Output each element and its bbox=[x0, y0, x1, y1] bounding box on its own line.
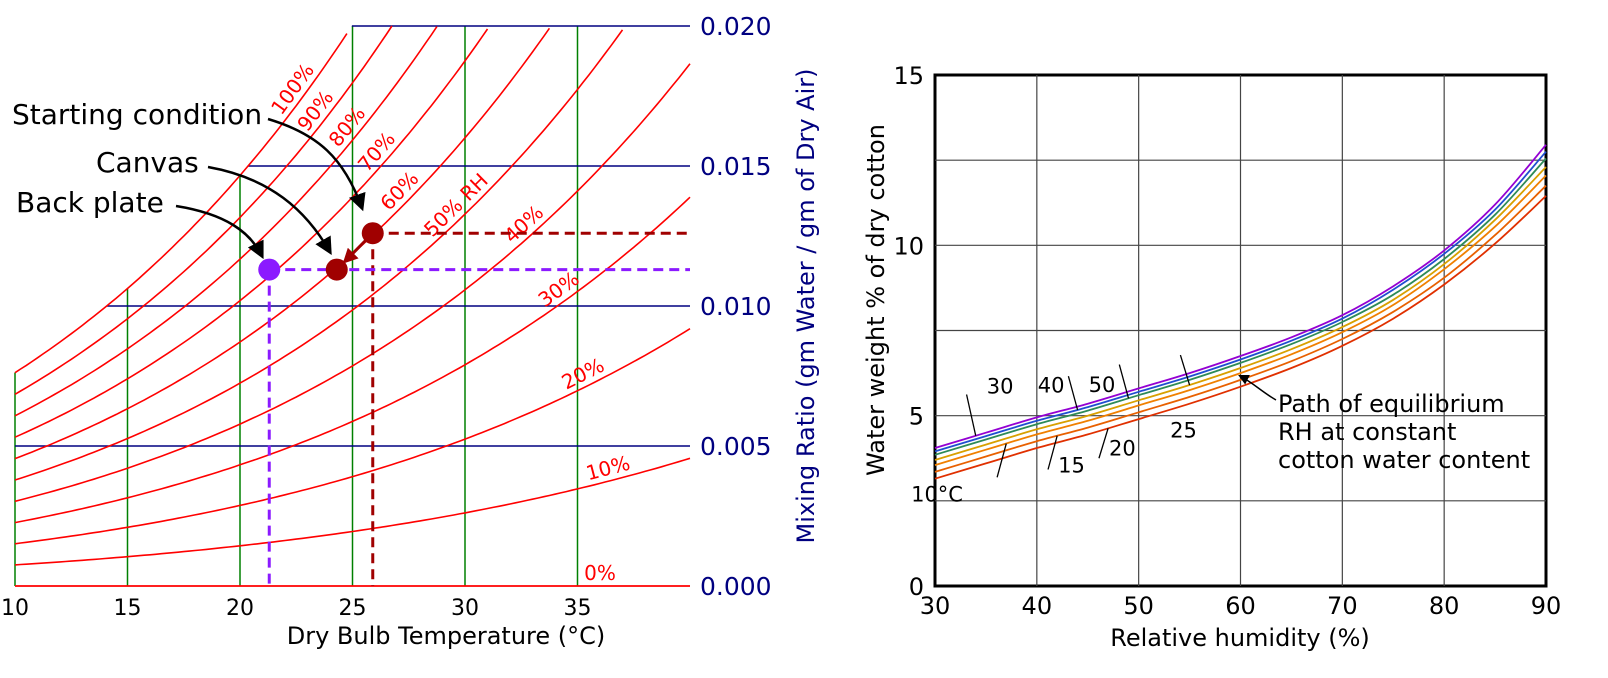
x-tick-label: 60 bbox=[1225, 592, 1256, 620]
x-axis-label: Relative humidity (%) bbox=[1110, 624, 1370, 652]
series-label: 50 bbox=[1089, 373, 1116, 397]
rh-curve-20 bbox=[14, 328, 691, 545]
annotation-arrow bbox=[207, 165, 332, 256]
annotation-label: Canvas bbox=[96, 146, 199, 179]
series-label-leader bbox=[965, 394, 977, 436]
series-line-10C bbox=[934, 144, 1547, 449]
annotation-label: Back plate bbox=[16, 186, 164, 219]
rh-curve-10 bbox=[14, 457, 691, 566]
x-tick-label: 70 bbox=[1327, 592, 1358, 620]
annotation-arrow bbox=[175, 204, 264, 260]
x-tick-label: 30 bbox=[920, 592, 951, 620]
y-tick-label: 0.010 bbox=[700, 292, 772, 321]
y-tick-label: 10 bbox=[893, 232, 924, 260]
cotton-moisture-chart: 30 40 50 60 70 80 90 0 5 10 15 10°C 15 20 25 30 40 50 R… bbox=[862, 62, 1561, 652]
series-line-15 bbox=[934, 151, 1547, 453]
x-tick-label: 90 bbox=[1531, 592, 1562, 620]
rh-curve-40 bbox=[14, 63, 691, 503]
y-tick-label: 0.000 bbox=[700, 572, 772, 601]
rh-curve-100 bbox=[14, 33, 348, 374]
x-tick-label: 10 bbox=[1, 596, 29, 621]
x-tick-label: 50 bbox=[1123, 592, 1154, 620]
x-tick-label: 80 bbox=[1429, 592, 1460, 620]
series-label: 40 bbox=[1038, 374, 1065, 398]
annotation-label: Starting condition bbox=[12, 98, 262, 131]
series-line-20 bbox=[934, 157, 1547, 456]
y-axis-label: Mixing Ratio (gm Water / gm of Dry Air) bbox=[792, 69, 820, 544]
y-tick-label: 0 bbox=[909, 573, 924, 601]
y-tick-label: 0.015 bbox=[700, 152, 772, 181]
annotation-back-plate: Back plate bbox=[16, 186, 264, 260]
starting-condition-point bbox=[361, 222, 384, 245]
series-line-30 bbox=[934, 174, 1547, 466]
series-label: 20 bbox=[1109, 437, 1136, 461]
rh-curve-80 bbox=[14, 26, 438, 417]
rh-label: 60% bbox=[375, 166, 423, 215]
x-axis-label: Dry Bulb Temperature (°C) bbox=[287, 622, 606, 650]
condition-points bbox=[258, 222, 384, 281]
rh-curve-60 bbox=[14, 27, 551, 460]
x-tick-label: 20 bbox=[226, 596, 254, 621]
rh-label: 10% bbox=[583, 451, 632, 485]
series-labels: 10°C 15 20 25 30 40 50 bbox=[911, 354, 1197, 507]
series-label-leader bbox=[1179, 354, 1191, 386]
series-label: 10°C bbox=[911, 483, 963, 507]
back-plate-point bbox=[258, 258, 281, 281]
y-tick-labels: 0 5 10 15 bbox=[893, 62, 924, 601]
series-label: 30 bbox=[987, 375, 1014, 399]
series-label: 15 bbox=[1058, 453, 1085, 477]
rh-curves bbox=[14, 25, 691, 587]
x-tick-labels: 10 15 20 25 30 35 bbox=[1, 596, 592, 621]
rh-curve-90 bbox=[14, 25, 393, 395]
series-label: 25 bbox=[1170, 418, 1197, 442]
y-axis-label: Water weight % of dry cotton bbox=[862, 124, 890, 476]
series-label-leader bbox=[1047, 435, 1058, 470]
annotation-line-3: cotton water content bbox=[1278, 446, 1530, 474]
annotation-starting-condition: Starting condition bbox=[12, 98, 366, 212]
rh-curve-70 bbox=[14, 28, 489, 438]
y-tick-label: 0.020 bbox=[700, 12, 772, 41]
series-lines bbox=[934, 144, 1547, 480]
series-label-leader bbox=[1118, 364, 1130, 399]
gridlines bbox=[935, 75, 1546, 586]
rh-curve-50 bbox=[14, 29, 624, 481]
annotation-line-2: RH at constant bbox=[1278, 418, 1456, 446]
x-tick-label: 25 bbox=[339, 596, 367, 621]
rh-label: 0% bbox=[584, 561, 616, 585]
x-tick-label: 35 bbox=[564, 596, 592, 621]
series-label-leader bbox=[1067, 375, 1079, 411]
rh-label: 50% RH bbox=[419, 168, 493, 241]
series-line-25 bbox=[934, 166, 1547, 461]
rh-curve-30 bbox=[14, 196, 691, 524]
annotation-arrow bbox=[1238, 375, 1277, 401]
x-tick-label: 30 bbox=[451, 596, 479, 621]
y-tick-label: 15 bbox=[893, 62, 924, 90]
y-tick-labels: 0.000 0.005 0.010 0.015 0.020 bbox=[700, 12, 772, 601]
series-label-leader bbox=[1098, 428, 1109, 459]
x-tick-labels: 30 40 50 60 70 80 90 bbox=[920, 592, 1562, 620]
y-tick-label: 5 bbox=[909, 403, 924, 431]
series-label-leader bbox=[996, 443, 1007, 478]
x-tick-label: 40 bbox=[1022, 592, 1053, 620]
conditioning-paths bbox=[267, 231, 690, 586]
annotation-line-1: Path of equilibrium bbox=[1278, 390, 1505, 418]
equilibrium-annotation: Path of equilibrium RH at constant cotto… bbox=[1238, 375, 1530, 474]
annotation-canvas: Canvas bbox=[96, 146, 332, 256]
x-tick-label: 15 bbox=[114, 596, 142, 621]
series-line-50 bbox=[934, 195, 1547, 480]
canvas-point bbox=[325, 258, 348, 281]
y-tick-label: 0.005 bbox=[700, 432, 772, 461]
annotation-arrow bbox=[267, 117, 366, 212]
